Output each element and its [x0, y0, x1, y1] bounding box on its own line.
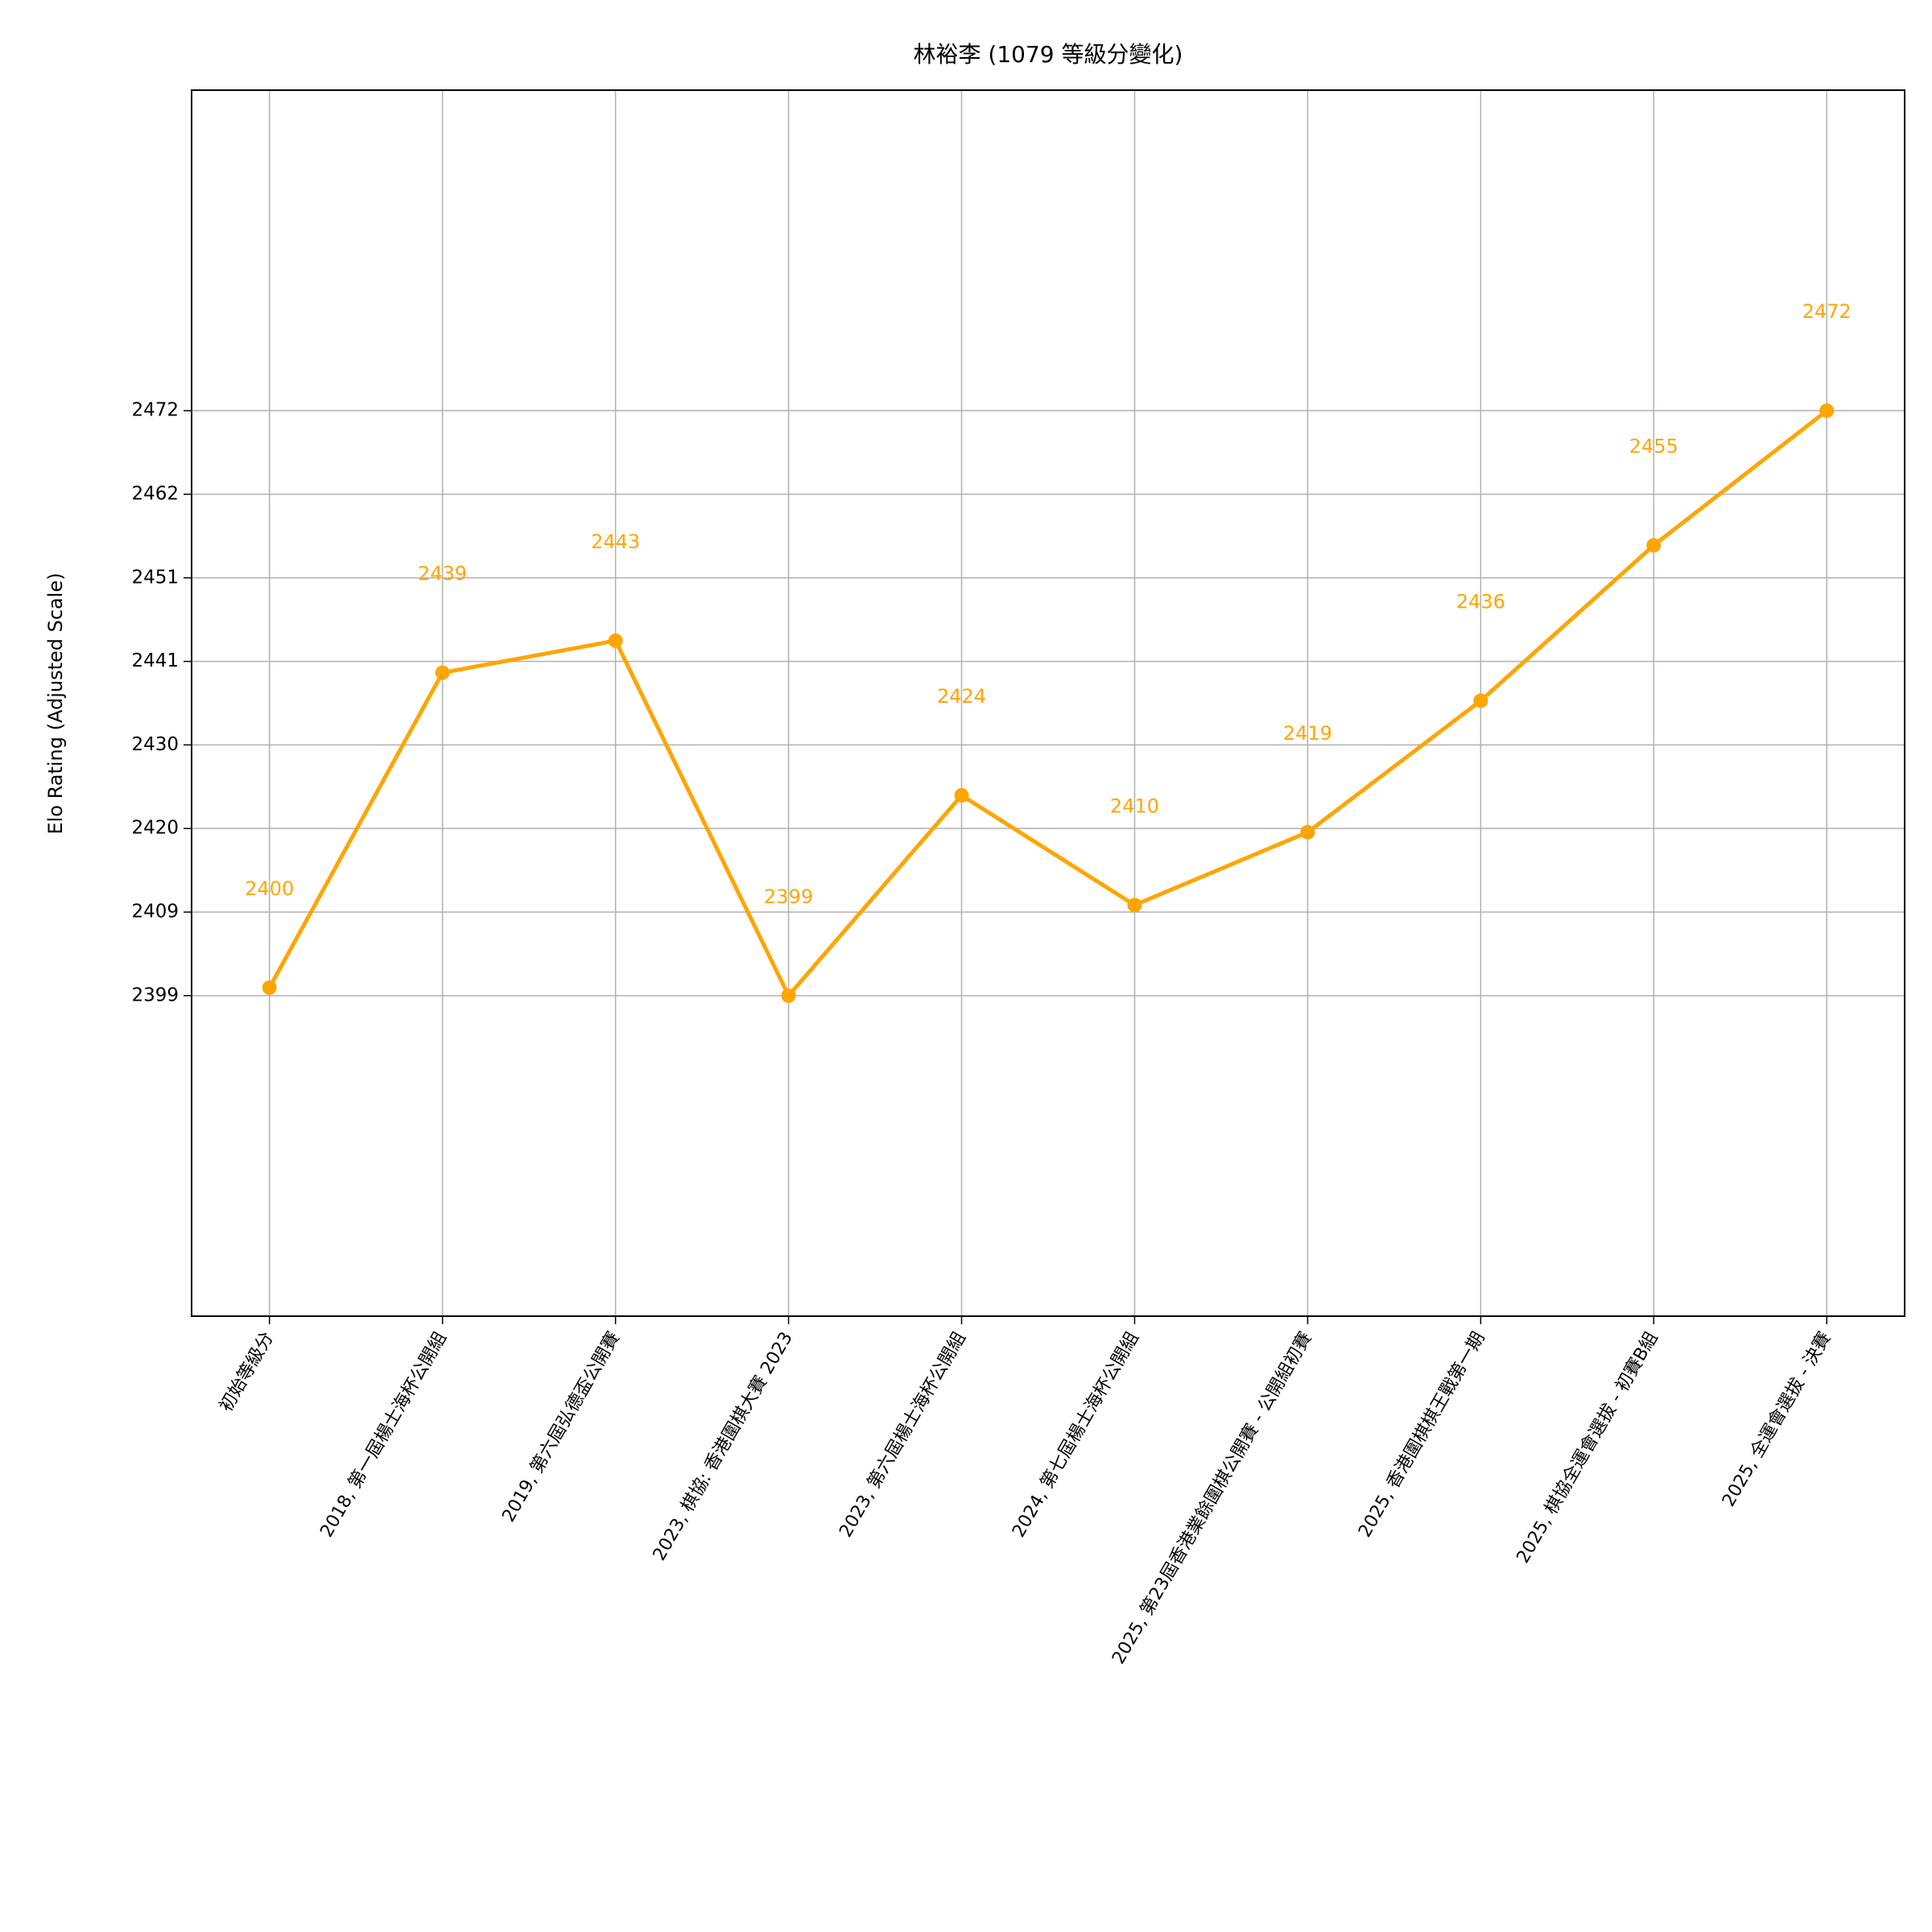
- data-label: 2410: [1110, 795, 1159, 817]
- marker: [781, 988, 796, 1003]
- y-tick-label: 2399: [131, 985, 179, 1005]
- y-tick-label: 2430: [131, 734, 179, 755]
- y-tick-label: 2462: [131, 483, 179, 504]
- y-tick-label: 2441: [131, 650, 179, 671]
- marker: [262, 980, 277, 995]
- data-label: 2424: [937, 685, 986, 708]
- data-label: 2439: [418, 563, 467, 585]
- y-tick-label: 2409: [131, 902, 179, 923]
- y-tick-label: 2451: [131, 567, 179, 588]
- data-label: 2443: [591, 530, 640, 553]
- marker: [1819, 403, 1835, 419]
- marker: [1473, 693, 1488, 708]
- marker: [1300, 824, 1315, 840]
- data-label: 2472: [1802, 300, 1852, 323]
- data-label: 2419: [1283, 722, 1332, 745]
- marker: [1646, 538, 1662, 553]
- data-label: 2400: [245, 877, 294, 900]
- marker: [954, 787, 969, 803]
- line: [267, 409, 1828, 998]
- plot-frame: [191, 89, 1905, 1317]
- marker: [435, 665, 450, 680]
- data-label: 2399: [764, 886, 813, 908]
- data-label: 2436: [1456, 591, 1505, 613]
- y-tick-label: 2472: [131, 400, 179, 421]
- y-axis-label: Elo Rating (Adjusted Scale): [44, 572, 67, 834]
- y-tick-label: 2420: [131, 818, 179, 839]
- marker: [608, 633, 623, 648]
- chart-title: 林裕李 (1079 等級分變化): [914, 41, 1183, 68]
- data-label: 2455: [1629, 435, 1678, 457]
- marker: [1127, 898, 1142, 913]
